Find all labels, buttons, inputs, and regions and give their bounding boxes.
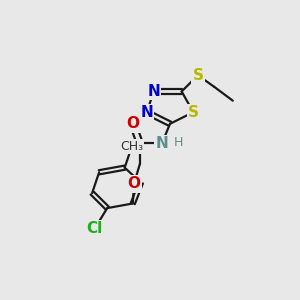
Text: H: H [174,136,183,149]
Text: Cl: Cl [86,221,103,236]
Text: S: S [188,105,199,120]
Text: S: S [192,68,203,83]
Text: O: O [126,116,139,131]
Text: N: N [147,84,160,99]
Text: N: N [155,136,168,151]
Text: N: N [140,105,153,120]
Text: CH₃: CH₃ [120,140,143,153]
Text: O: O [128,176,140,191]
